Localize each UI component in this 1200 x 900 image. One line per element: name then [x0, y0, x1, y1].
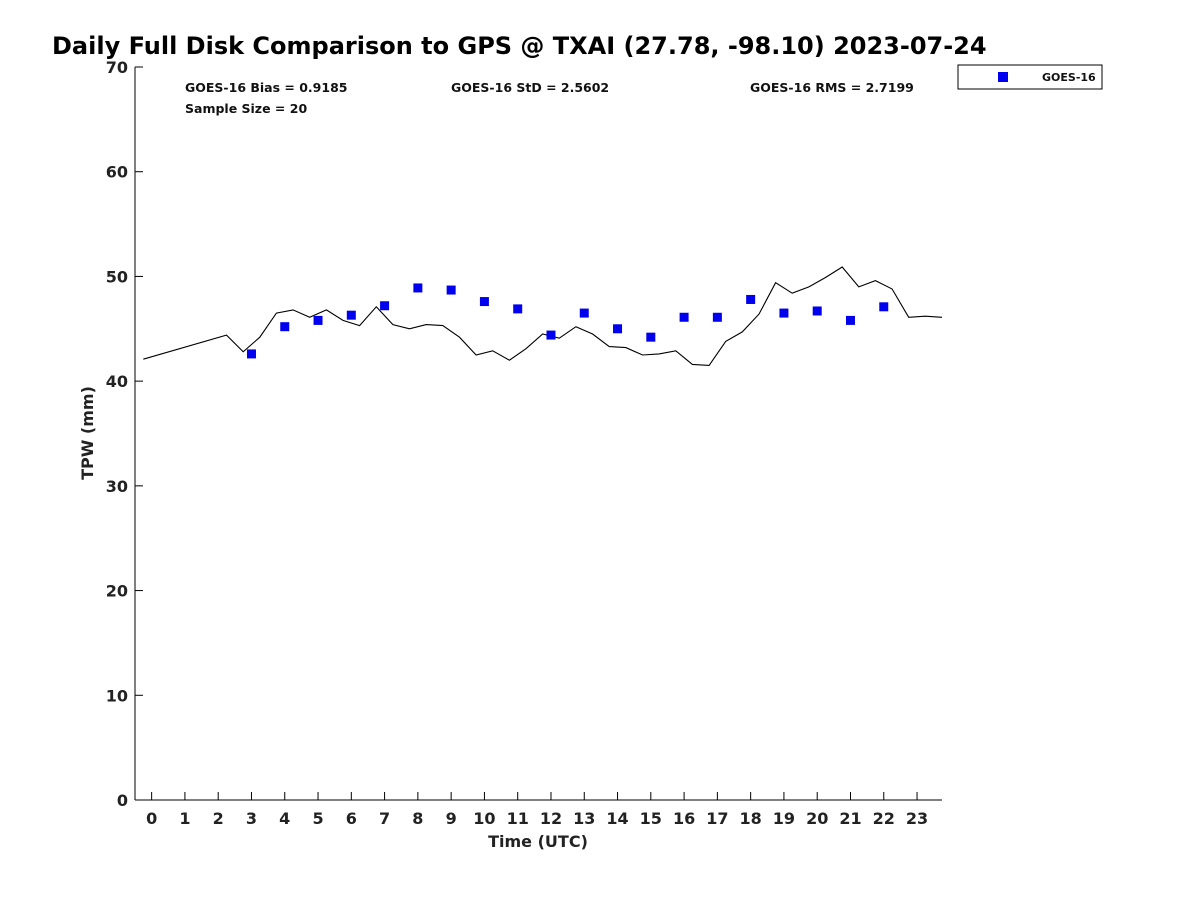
- x-tick-label: 9: [446, 809, 457, 828]
- goes16-data-point: [346, 310, 356, 320]
- goes16-data-point: [646, 332, 656, 342]
- chart-title: Daily Full Disk Comparison to GPS @ TXAI…: [52, 32, 987, 60]
- goes16-data-point: [812, 306, 822, 316]
- x-tick-label: 3: [246, 809, 257, 828]
- y-tick-label: 70: [106, 58, 128, 77]
- x-tick-label: 0: [146, 809, 157, 828]
- x-tick-label: 23: [906, 809, 928, 828]
- legend-box: [957, 64, 1103, 90]
- y-tick-label: 30: [106, 477, 128, 496]
- y-tick-label: 10: [106, 686, 128, 705]
- x-tick-label: 13: [573, 809, 595, 828]
- x-tick-label: 18: [740, 809, 762, 828]
- stat-rms: GOES-16 RMS = 2.7199: [750, 80, 914, 95]
- goes16-data-point: [845, 315, 855, 325]
- goes16-data-point: [280, 322, 290, 332]
- goes16-data-point: [679, 312, 689, 322]
- gps-series-line: [143, 266, 943, 366]
- goes16-data-point: [712, 312, 722, 322]
- goes16-data-point: [479, 297, 489, 307]
- x-tick-label: 16: [673, 809, 695, 828]
- goes16-series-points: [246, 283, 889, 359]
- gps-tpw-line: [143, 266, 943, 366]
- y-tick-label: 50: [106, 267, 128, 286]
- stat-sample-size: Sample Size = 20: [185, 101, 307, 116]
- x-tick-label: 6: [346, 809, 357, 828]
- x-tick-label: 17: [706, 809, 728, 828]
- plot-area: [143, 266, 943, 366]
- y-ticks: 0 10 20 30 40 50 60 70: [106, 58, 143, 810]
- x-tick-label: 4: [279, 809, 290, 828]
- x-tick-label: 1: [179, 809, 190, 828]
- x-tick-label: 5: [312, 809, 323, 828]
- goes16-data-point: [313, 315, 323, 325]
- x-tick-label: 11: [507, 809, 529, 828]
- x-tick-label: 2: [213, 809, 224, 828]
- stat-bias: GOES-16 Bias = 0.9185: [185, 80, 347, 95]
- y-tick-label: 40: [106, 372, 128, 391]
- goes16-data-point: [879, 302, 889, 312]
- y-tick-label: 20: [106, 582, 128, 601]
- x-tick-label: 15: [640, 809, 662, 828]
- x-tick-label: 20: [806, 809, 828, 828]
- goes16-data-point: [613, 324, 623, 334]
- goes16-data-point: [246, 349, 256, 359]
- y-tick-label: 60: [106, 163, 128, 182]
- stat-std: GOES-16 StD = 2.5602: [451, 80, 609, 95]
- x-ticks: 0 1 2 3 4 5 6 7 8 9 10 11 12 13 14 15 16 17 18 19 20 21 22 23: [146, 792, 928, 828]
- goes16-data-point: [579, 308, 589, 318]
- y-axis-label: TPW (mm): [78, 386, 97, 480]
- goes16-data-point: [413, 283, 423, 293]
- goes16-data-point: [513, 304, 523, 314]
- legend: GOES-16: [957, 64, 1103, 90]
- x-tick-label: 12: [540, 809, 562, 828]
- goes16-data-point: [446, 285, 456, 295]
- goes16-data-point: [380, 301, 390, 311]
- goes16-data-point: [779, 308, 789, 318]
- goes16-data-point: [546, 330, 556, 340]
- x-tick-label: 22: [873, 809, 895, 828]
- y-tick-label: 0: [117, 791, 128, 810]
- x-tick-label: 19: [773, 809, 795, 828]
- x-tick-label: 10: [473, 809, 495, 828]
- x-tick-label: 21: [839, 809, 861, 828]
- x-tick-label: 7: [379, 809, 390, 828]
- x-axis-label: Time (UTC): [488, 832, 588, 851]
- legend-marker-goes16: [998, 72, 1008, 82]
- legend-label-goes16: GOES-16: [1042, 71, 1096, 84]
- x-tick-label: 8: [412, 809, 423, 828]
- x-tick-label: 14: [606, 809, 628, 828]
- goes16-data-point: [746, 294, 756, 304]
